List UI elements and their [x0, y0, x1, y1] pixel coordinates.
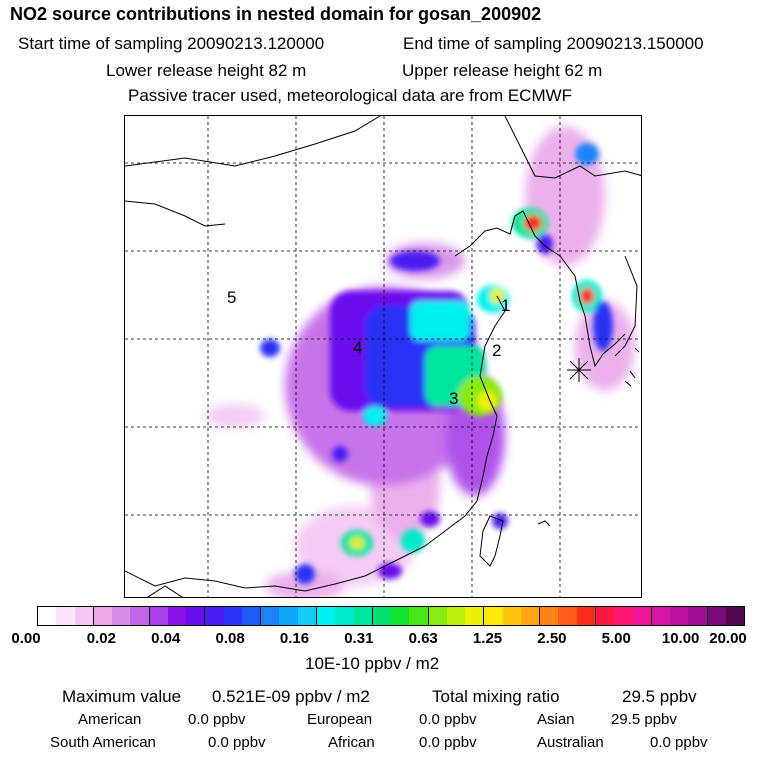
- color-scale-tick-label: 0.08: [215, 630, 245, 647]
- region-name-south-american: South American: [50, 734, 156, 751]
- station-marker: [567, 358, 591, 382]
- region-value-australian: 0.0 ppbv: [650, 734, 708, 751]
- color-scale-bar: [37, 606, 745, 626]
- color-scale-tick-label: 0.16: [279, 630, 310, 647]
- color-swatch: [316, 607, 336, 625]
- tracer-note: Passive tracer used, meteorological data…: [128, 86, 573, 105]
- color-swatch: [688, 607, 708, 625]
- color-swatch: [353, 607, 373, 625]
- concentration-map: 1 2 3 4 5: [124, 115, 642, 598]
- color-swatch: [502, 607, 521, 625]
- color-swatch: [241, 607, 262, 625]
- total-mixing-label: Total mixing ratio: [432, 687, 560, 706]
- color-scale-unit: 10E-10 ppbv / m2: [305, 654, 440, 673]
- color-swatch: [576, 607, 596, 625]
- color-swatch: [446, 607, 466, 625]
- color-swatch: [520, 607, 541, 625]
- region-name-european: European: [307, 711, 373, 728]
- map-canvas: [125, 116, 641, 597]
- region-label-5: 5: [227, 288, 237, 307]
- upper-release-label: Upper release height 62 m: [402, 61, 603, 80]
- color-swatch: [670, 607, 689, 625]
- color-scale-tick-label: 5.00: [601, 630, 631, 647]
- map-grid: [125, 116, 641, 597]
- color-swatch: [279, 607, 298, 625]
- color-scale-tick-label: 0.63: [408, 630, 438, 647]
- color-swatch: [149, 607, 168, 625]
- color-swatch: [409, 607, 429, 625]
- color-scale-tick-label: 0.31: [344, 630, 374, 647]
- region-value-asian: 29.5 ppbv: [611, 711, 677, 728]
- start-time-label: Start time of sampling 20090213.120000: [18, 34, 325, 53]
- color-swatch: [595, 607, 615, 625]
- color-swatch: [297, 607, 317, 625]
- color-scale-tick-label: 0.02: [86, 630, 116, 647]
- region-value-african: 0.0 ppbv: [419, 734, 477, 751]
- color-swatch: [484, 607, 503, 625]
- region-name-african: African: [328, 734, 375, 751]
- color-swatch: [38, 607, 57, 625]
- region-name-asian: Asian: [537, 711, 575, 728]
- color-swatch: [335, 607, 354, 625]
- color-scale-tick-label: 2.50: [537, 630, 567, 647]
- region-label-3: 3: [449, 389, 459, 408]
- page-title: NO2 source contributions in nested domai…: [10, 4, 542, 24]
- region-value-european: 0.0 ppbv: [419, 711, 477, 728]
- region-name-australian: Australian: [537, 734, 604, 751]
- color-swatch: [391, 607, 410, 625]
- region-label-1: 1: [501, 296, 511, 315]
- color-swatch: [558, 607, 577, 625]
- color-swatch: [465, 607, 485, 625]
- color-scale-tick-label: 0.00: [11, 630, 41, 647]
- region-name-american: American: [78, 711, 142, 728]
- color-swatch: [725, 607, 745, 625]
- color-swatch: [112, 607, 131, 625]
- color-scale-ticks: 0.00 0.02 0.04 0.08 0.16 0.31 0.63 1.25 2.50 5.00…: [0, 630, 768, 650]
- color-swatch: [167, 607, 187, 625]
- color-swatch: [707, 607, 726, 625]
- color-swatch: [93, 607, 113, 625]
- color-swatch: [130, 607, 150, 625]
- color-scale-tick-label: 10.00: [661, 630, 700, 647]
- region-label-4: 4: [353, 338, 363, 357]
- color-swatch: [651, 607, 671, 625]
- color-scale-tick-label: 20.00: [709, 630, 747, 647]
- color-swatch: [74, 607, 94, 625]
- color-swatch: [428, 607, 447, 625]
- end-time-label: End time of sampling 20090213.150000: [403, 34, 704, 53]
- color-scale-tick-label: 0.04: [151, 630, 181, 647]
- region-label-2: 2: [492, 341, 502, 360]
- max-value: 0.521E-09 ppbv / m2: [212, 687, 370, 706]
- color-swatch: [632, 607, 652, 625]
- color-swatch: [223, 607, 242, 625]
- color-swatch: [56, 607, 75, 625]
- region-value-south-american: 0.0 ppbv: [208, 734, 266, 751]
- color-scale-tick-label: 1.25: [472, 630, 503, 647]
- color-swatch: [540, 607, 559, 625]
- color-swatch: [205, 607, 224, 625]
- max-value-label: Maximum value: [62, 687, 182, 706]
- plume-field: [205, 126, 635, 597]
- color-swatch: [372, 607, 392, 625]
- color-swatch: [186, 607, 206, 625]
- lower-release-label: Lower release height 82 m: [106, 61, 307, 80]
- color-swatch: [614, 607, 633, 625]
- color-swatch: [261, 607, 280, 625]
- region-value-american: 0.0 ppbv: [188, 711, 246, 728]
- total-mixing-value: 29.5 ppbv: [622, 687, 697, 706]
